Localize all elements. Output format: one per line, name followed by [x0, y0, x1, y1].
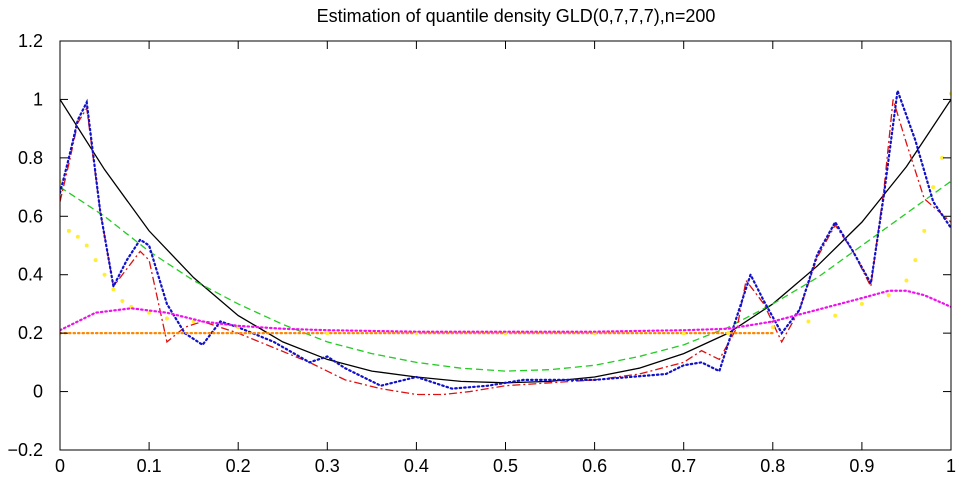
series-5-point	[84, 243, 89, 248]
x-tick-label: 0.1	[137, 456, 162, 476]
y-tick-label: 1.2	[18, 31, 43, 51]
series-5-point	[111, 287, 116, 292]
x-tick-label: 0.5	[493, 456, 518, 476]
series-5-point	[859, 301, 864, 306]
series-5-point	[681, 331, 686, 336]
series-5-point	[164, 316, 169, 321]
y-tick-label: 1	[33, 89, 43, 109]
series-0-line	[60, 99, 951, 384]
series-5-point	[806, 319, 811, 324]
series-3-line	[60, 90, 951, 390]
x-tick-label: 0.7	[671, 456, 696, 476]
series-5-point	[726, 331, 731, 336]
series-5-point	[913, 258, 918, 263]
x-tick-label: 0.9	[849, 456, 874, 476]
y-axis: −0.2 0 0.2 0.4 0.6 0.8 1 1.2	[7, 31, 951, 460]
series-5-point	[120, 299, 125, 304]
series-5-point	[922, 228, 927, 233]
series-5-point	[93, 258, 98, 263]
series-5-point	[904, 278, 909, 283]
x-tick-label: 0.6	[582, 456, 607, 476]
x-tick-label: 0.2	[226, 456, 251, 476]
x-tick-label: 0.4	[404, 456, 429, 476]
y-tick-label: 0.6	[18, 206, 43, 226]
plot-area	[60, 90, 951, 396]
y-tick-label: 0	[33, 382, 43, 402]
series-6-line	[60, 289, 951, 333]
y-tick-label: 0.8	[18, 148, 43, 168]
series-5-point	[940, 155, 945, 160]
plot-frame	[59, 40, 952, 451]
chart-title: Estimation of quantile density GLD(0,7,7…	[317, 6, 716, 26]
series-5-point	[102, 272, 107, 277]
y-tick-label: 0.4	[18, 265, 43, 285]
y-tick-label: −0.2	[7, 440, 43, 460]
series-2-line	[60, 99, 951, 396]
x-tick-label: 0.8	[760, 456, 785, 476]
series-5-point	[66, 228, 71, 233]
series-5-point	[325, 331, 330, 336]
series-5-point	[75, 234, 80, 239]
series-1-line	[60, 180, 951, 372]
x-tick-label: 0.3	[315, 456, 340, 476]
series-5-point	[833, 313, 838, 318]
x-axis: 0 0.1 0.2 0.3 0.4 0.5 0.6 0.7 0.8 0.9 1	[55, 41, 956, 476]
series-5-point	[886, 293, 891, 298]
x-tick-label: 1	[946, 456, 956, 476]
series-5-point	[770, 325, 775, 330]
series-5-point	[931, 185, 936, 190]
y-tick-label: 0.2	[18, 323, 43, 343]
x-tick-label: 0	[55, 456, 65, 476]
